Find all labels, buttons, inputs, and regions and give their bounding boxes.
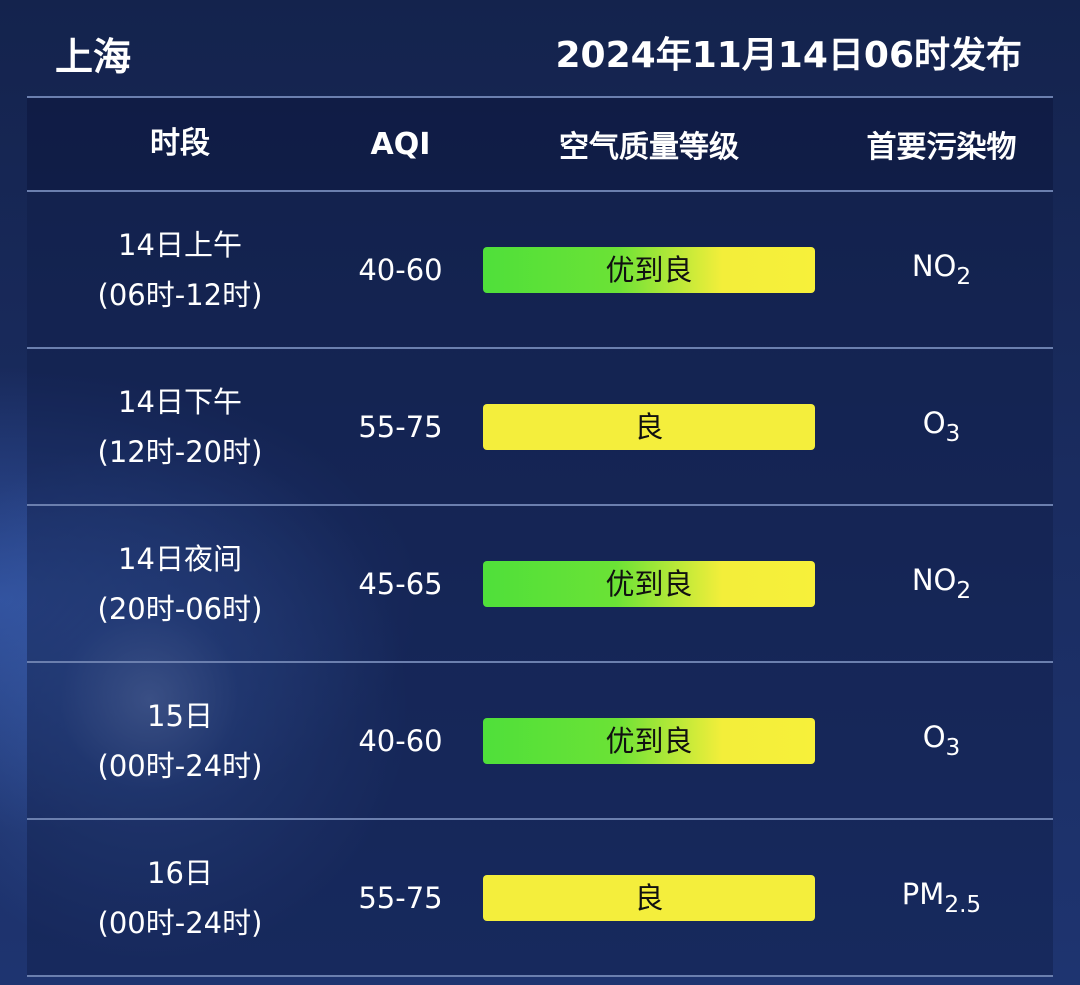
city-title: 上海 [55, 35, 132, 79]
aqi-forecast-table: 时段 AQI 空气质量等级 首要污染物 14日上午 (06时-12时) 40-6… [27, 96, 1053, 977]
period-cell: 16日 (00时-24时) [27, 848, 333, 948]
level-badge: 优到良 [483, 717, 815, 764]
level-cell: 良 [468, 403, 830, 450]
column-header-period: 时段 [150, 126, 210, 161]
table-row: 14日夜间 (20时-06时) 45-65 优到良 NO2 [27, 504, 1053, 661]
period-label: 16日 [147, 855, 213, 890]
pollutant-name: NO [911, 562, 957, 597]
table-row: 14日下午 (12时-20时) 55-75 良 O3 [27, 347, 1053, 504]
pollutant-cell: NO2 [830, 249, 1053, 290]
period-cell: 14日夜间 (20时-06时) [27, 534, 333, 634]
pollutant-cell: NO2 [830, 563, 1053, 604]
period-range: (00时-24时) [97, 748, 263, 783]
period-cell: 14日上午 (06时-12时) [27, 220, 333, 320]
period-label: 15日 [147, 698, 213, 733]
period-label: 14日上午 [118, 227, 242, 262]
level-cell: 良 [468, 874, 830, 921]
table-row: 14日上午 (06时-12时) 40-60 优到良 NO2 [27, 190, 1053, 347]
pollutant-name: NO [911, 248, 957, 283]
table-row: 16日 (00时-24时) 55-75 良 PM2.5 [27, 818, 1053, 977]
pollutant-cell: PM2.5 [830, 877, 1053, 918]
level-cell: 优到良 [468, 717, 830, 764]
level-badge: 良 [483, 874, 815, 921]
period-range: (06时-12时) [97, 277, 263, 312]
column-header-pollutant: 首要污染物 [866, 130, 1017, 165]
level-cell: 优到良 [468, 560, 830, 607]
level-badge: 优到良 [483, 246, 815, 293]
pollutant-cell: O3 [830, 720, 1053, 761]
level-badge: 优到良 [483, 560, 815, 607]
period-cell: 15日 (00时-24时) [27, 691, 333, 791]
pollutant-subscript: 3 [945, 420, 961, 448]
period-cell: 14日下午 (12时-20时) [27, 377, 333, 477]
pollutant-name: O [922, 405, 946, 440]
level-badge: 良 [483, 403, 815, 450]
aqi-value: 45-65 [358, 566, 443, 601]
pollutant-subscript: 2 [956, 577, 972, 605]
period-range: (20时-06时) [97, 591, 263, 626]
aqi-value: 55-75 [358, 409, 443, 444]
pollutant-name: O [922, 719, 946, 754]
pollutant-subscript: 3 [945, 734, 961, 762]
pollutant-subscript: 2.5 [944, 891, 982, 919]
pollutant-subscript: 2 [956, 263, 972, 291]
pollutant-cell: O3 [830, 406, 1053, 447]
aqi-value: 55-75 [358, 880, 443, 915]
column-header-level: 空气质量等级 [559, 130, 739, 165]
period-label: 14日夜间 [118, 541, 242, 576]
period-range: (00时-24时) [97, 905, 263, 940]
period-label: 14日下午 [118, 384, 242, 419]
column-header-aqi: AQI [370, 126, 431, 162]
aqi-value: 40-60 [358, 252, 443, 287]
publish-time: 2024年11月14日06时发布 [555, 35, 1023, 76]
pollutant-name: PM [901, 876, 945, 911]
aqi-value: 40-60 [358, 723, 443, 758]
table-row: 15日 (00时-24时) 40-60 优到良 O3 [27, 661, 1053, 818]
level-cell: 优到良 [468, 246, 830, 293]
table-header: 时段 AQI 空气质量等级 首要污染物 [27, 96, 1053, 190]
period-range: (12时-20时) [97, 434, 263, 469]
